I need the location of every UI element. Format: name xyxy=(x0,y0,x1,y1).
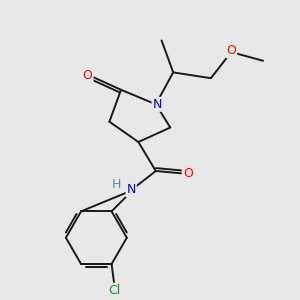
Text: O: O xyxy=(83,69,93,82)
Text: Cl: Cl xyxy=(108,284,121,297)
Text: O: O xyxy=(183,167,193,180)
Text: O: O xyxy=(226,44,236,57)
Text: N: N xyxy=(153,98,162,111)
Text: H: H xyxy=(112,178,121,191)
Text: N: N xyxy=(127,183,136,196)
